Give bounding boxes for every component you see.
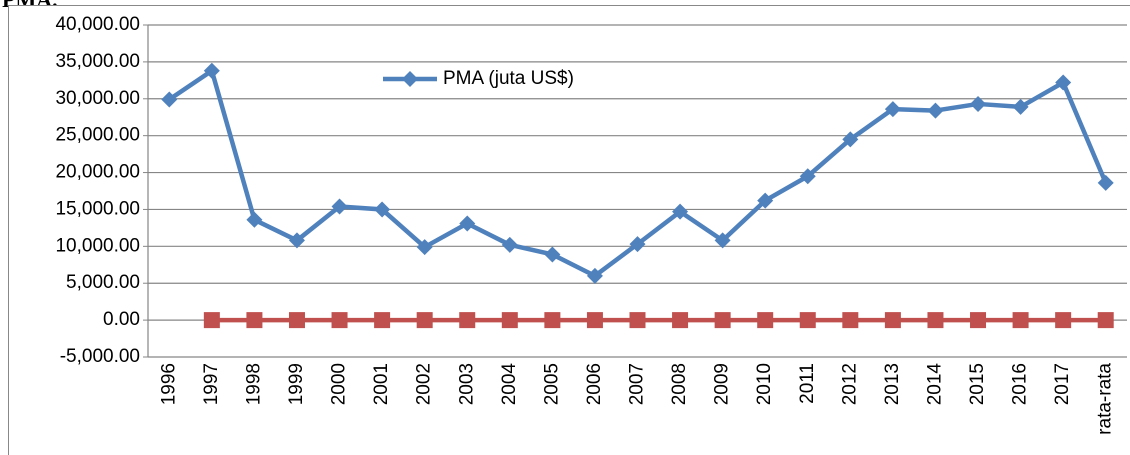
data-point bbox=[842, 131, 859, 148]
y-tick-label: 35,000.00 bbox=[55, 51, 140, 72]
y-tick-label: 5,000.00 bbox=[66, 272, 140, 293]
y-tick-label: 25,000.00 bbox=[55, 125, 140, 146]
y-tick-label: 30,000.00 bbox=[55, 88, 140, 109]
y-tick-label: 10,000.00 bbox=[55, 235, 140, 256]
data-point bbox=[714, 232, 731, 249]
data-point bbox=[799, 168, 816, 185]
data-point bbox=[757, 192, 774, 209]
data-point bbox=[970, 312, 987, 329]
x-tick-label: 2004 bbox=[499, 363, 520, 406]
x-tick-label: 1996 bbox=[158, 363, 179, 405]
data-point bbox=[288, 232, 305, 249]
y-tick-label: 40,000.00 bbox=[55, 14, 140, 35]
data-point bbox=[459, 312, 476, 329]
x-tick-label: 2002 bbox=[414, 363, 435, 405]
x-tick-label: 2015 bbox=[967, 363, 988, 405]
data-point bbox=[1012, 98, 1029, 115]
data-point bbox=[459, 215, 476, 232]
data-point bbox=[331, 312, 348, 329]
data-point bbox=[629, 236, 646, 253]
data-point bbox=[331, 198, 348, 215]
legend-label: PMA (juta US$) bbox=[443, 68, 574, 89]
x-tick-label: 2007 bbox=[627, 363, 648, 405]
y-tick-label: 20,000.00 bbox=[55, 162, 140, 183]
data-point bbox=[1055, 312, 1072, 329]
x-tick-label: 2010 bbox=[754, 363, 775, 405]
x-tick-label: 2005 bbox=[541, 363, 562, 405]
data-point bbox=[586, 312, 603, 329]
data-point bbox=[416, 239, 433, 256]
data-point bbox=[672, 203, 689, 220]
x-tick-label: 2014 bbox=[924, 363, 945, 406]
data-point bbox=[374, 201, 391, 218]
x-tick-label: 2011 bbox=[797, 363, 818, 404]
data-point bbox=[842, 312, 859, 329]
x-tick-label: 2009 bbox=[712, 363, 733, 405]
data-point bbox=[672, 312, 689, 329]
x-tick-label: 2006 bbox=[584, 363, 605, 405]
x-tick-label: 2017 bbox=[1052, 363, 1073, 405]
data-point bbox=[1055, 74, 1072, 91]
x-tick-label: rata-rata bbox=[1095, 363, 1116, 435]
data-point bbox=[501, 312, 518, 329]
x-tick-label: 1998 bbox=[243, 363, 264, 405]
data-point bbox=[203, 312, 220, 329]
data-point bbox=[927, 102, 944, 119]
data-point bbox=[927, 312, 944, 329]
data-point bbox=[1012, 312, 1029, 329]
x-tick-label: 1997 bbox=[201, 363, 222, 405]
legend-marker bbox=[402, 71, 418, 87]
x-tick-label: 2001 bbox=[371, 363, 392, 405]
data-point bbox=[799, 312, 816, 329]
x-tick-label: 1999 bbox=[286, 363, 307, 405]
y-tick-label: 0.00 bbox=[103, 309, 140, 330]
data-point bbox=[629, 312, 646, 329]
data-point bbox=[544, 246, 561, 263]
data-point bbox=[416, 312, 433, 329]
data-point bbox=[161, 91, 178, 108]
x-tick-label: 2003 bbox=[456, 363, 477, 405]
data-point bbox=[288, 312, 305, 329]
data-point bbox=[586, 267, 603, 284]
x-tick-label: 2000 bbox=[329, 363, 350, 405]
data-point bbox=[1097, 312, 1114, 329]
data-point bbox=[501, 236, 518, 253]
data-point bbox=[374, 312, 391, 329]
y-tick-label: -5,000.00 bbox=[60, 346, 140, 367]
x-tick-label: 2016 bbox=[1010, 363, 1031, 405]
data-point bbox=[757, 312, 774, 329]
data-point bbox=[884, 312, 901, 329]
data-point bbox=[884, 101, 901, 118]
data-point bbox=[203, 62, 220, 79]
data-point bbox=[544, 312, 561, 329]
y-tick-label: 15,000.00 bbox=[55, 198, 140, 219]
data-point bbox=[246, 312, 263, 329]
data-point bbox=[246, 211, 263, 228]
data-point bbox=[970, 95, 987, 112]
data-point bbox=[714, 312, 731, 329]
x-tick-label: 2013 bbox=[882, 363, 903, 405]
x-tick-label: 2008 bbox=[669, 363, 690, 405]
x-tick-label: 2012 bbox=[839, 363, 860, 405]
data-point bbox=[1097, 174, 1114, 191]
